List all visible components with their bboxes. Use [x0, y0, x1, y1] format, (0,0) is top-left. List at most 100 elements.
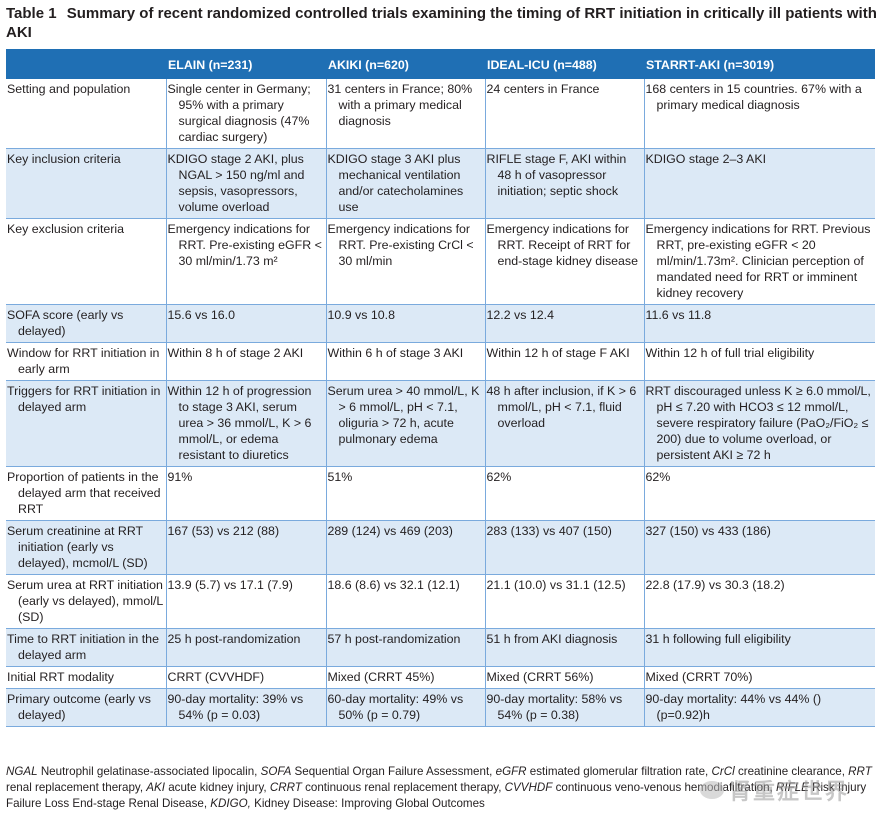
- footnote-abbr: CVVHDF: [504, 781, 553, 794]
- table-cell: 51 h from AKI diagnosis: [484, 628, 644, 667]
- footnote-def: Neutrophil gelatinase-associated lipocal…: [40, 765, 258, 778]
- table-cell: 62%: [484, 466, 644, 521]
- row-label: Serum urea at RRT initiation (early vs d…: [7, 578, 163, 624]
- table-cell: 24 centers in France: [484, 79, 644, 149]
- header-starrt-aki: STARRT-AKI (n=3019): [644, 49, 875, 79]
- row-label: Proportion of patients in the delayed ar…: [7, 470, 161, 516]
- footnote-abbr: RRT: [848, 765, 872, 778]
- footnote-abbr: SOFA: [260, 765, 292, 778]
- table-cell: KDIGO stage 3 AKI plus mechanical ventil…: [325, 148, 485, 219]
- row-label: Primary outcome (early vs delayed): [6, 688, 166, 727]
- table-caption: Table 1 Summary of recent randomized con…: [6, 4, 878, 42]
- table-cell: Single center in Germany; 95% with a pri…: [165, 79, 326, 149]
- table-row: Key exclusion criteria Emergency indicati…: [6, 218, 875, 305]
- table-row: Proportion of patients in the delayed ar…: [6, 466, 875, 521]
- header-blank: [6, 49, 166, 79]
- table-cell: RIFLE stage F, AKI within 48 h of vasopr…: [484, 148, 644, 219]
- table-cell: 10.9 vs 10.8: [325, 304, 485, 343]
- table-cell: Emergency indications for RRT. Receipt o…: [484, 218, 644, 305]
- table-cell: 13.9 (5.7) vs 17.1 (7.9): [165, 574, 326, 629]
- table-cell: 90-day mortality: 58% vs 54% (p = 0.38): [484, 688, 644, 727]
- header-akiki: AKIKI (n=620): [326, 49, 485, 79]
- table-cell: CRRT (CVVHDF): [165, 666, 326, 689]
- table-cell: Within 12 h of progression to stage 3 AK…: [165, 380, 326, 467]
- footnote-abbr: RIFLE: [776, 781, 809, 794]
- table-cell: 22.8 (17.9) vs 30.3 (18.2): [643, 574, 875, 629]
- footnote-def: continuous renal replacement therapy,: [305, 781, 502, 794]
- header-elain: ELAIN (n=231): [166, 49, 326, 79]
- table-cell: 90-day mortality: 44% vs 44% () (p=0.92)…: [643, 688, 875, 727]
- row-label: SOFA score (early vs delayed): [6, 304, 166, 343]
- footnote-abbr: eGFR: [495, 765, 527, 778]
- footnote-def: estimated glomerular filtration rate,: [529, 765, 709, 778]
- table-cell: Within 8 h of stage 2 AKI: [165, 342, 326, 381]
- footnote-abbr: CrCl: [711, 765, 735, 778]
- table-cell: 15.6 vs 16.0: [165, 304, 326, 343]
- table-cell: Emergency indications for RRT. Pre-exist…: [325, 218, 485, 305]
- footnote-abbr: CRRT: [269, 781, 302, 794]
- table-cell: 51%: [325, 466, 485, 521]
- table-cell: 31 h following full eligibility: [643, 628, 875, 667]
- table-cell: Within 6 h of stage 3 AKI: [325, 342, 485, 381]
- table-cell: 283 (133) vs 407 (150): [484, 520, 644, 575]
- wechat-icon: [700, 781, 724, 799]
- table-row: Key inclusion criteria KDIGO stage 2 AKI,…: [6, 148, 875, 219]
- table-cell: KDIGO stage 2 AKI, plus NGAL > 150 ng/ml…: [165, 148, 326, 219]
- row-label: Serum creatinine at RRT initiation (earl…: [6, 520, 166, 575]
- row-label: Window for RRT initiation in early arm: [7, 346, 160, 376]
- table-cell: 327 (150) vs 433 (186): [643, 520, 875, 575]
- table-cell: Within 12 h of stage F AKI: [484, 342, 644, 381]
- table-row: Triggers for RRT initiation in delayed a…: [6, 380, 875, 467]
- table-row: Initial RRT modality CRRT (CVVHDF) Mixed (…: [6, 666, 875, 689]
- watermark: 肾重症世界: [700, 773, 880, 807]
- footnote-def: creatinine clearance,: [737, 765, 845, 778]
- table-cell: Mixed (CRRT 45%): [325, 666, 485, 689]
- table-cell: Mixed (CRRT 56%): [484, 666, 644, 689]
- footnote-abbr: AKI: [146, 781, 165, 794]
- table-cell: 168 centers in 15 countries. 67% with a …: [643, 79, 875, 149]
- watermark-text: 肾重症世界: [729, 779, 850, 804]
- table-cell: 21.1 (10.0) vs 31.1 (12.5): [484, 574, 644, 629]
- table-cell: Emergency indications for RRT. Previous …: [643, 218, 875, 305]
- row-label: Initial RRT modality: [7, 670, 114, 684]
- table-title: Summary of recent randomized controlled …: [6, 5, 877, 41]
- table-row: Primary outcome (early vs delayed) 90-day…: [6, 688, 875, 727]
- table-cell: 167 (53) vs 212 (88): [165, 520, 326, 575]
- table-cell: 62%: [643, 466, 875, 521]
- header-ideal-icu: IDEAL-ICU (n=488): [485, 49, 644, 79]
- table-row: Window for RRT initiation in early arm Wi…: [6, 342, 875, 381]
- table-row: Time to RRT initiation in the delayed ar…: [6, 628, 875, 667]
- footnote-def: acute kidney injury,: [168, 781, 267, 794]
- table-cell: 60-day mortality: 49% vs 50% (p = 0.79): [325, 688, 485, 727]
- table-cell: 18.6 (8.6) vs 32.1 (12.1): [325, 574, 485, 629]
- footnote-def: renal replacement therapy,: [6, 781, 144, 794]
- table-cell: Serum urea > 40 mmol/L, K > 6 mmol/L, pH…: [325, 380, 485, 467]
- table-row: Serum urea at RRT initiation (early vs d…: [6, 574, 875, 629]
- table-row: Serum creatinine at RRT initiation (earl…: [6, 520, 875, 575]
- row-label: Time to RRT initiation in the delayed ar…: [6, 628, 166, 667]
- table-cell: RRT discouraged unless K ≥ 6.0 mmol/L, p…: [643, 380, 875, 467]
- table-cell: KDIGO stage 2–3 AKI: [643, 148, 875, 219]
- table-footnote: NGAL Neutrophil gelatinase-associated li…: [6, 764, 878, 812]
- row-label: Triggers for RRT initiation in delayed a…: [6, 380, 166, 467]
- table-cell: 31 centers in France; 80% with a primary…: [325, 79, 485, 149]
- table-header-row: ELAIN (n=231) AKIKI (n=620) IDEAL-ICU (n…: [6, 49, 875, 79]
- row-label: Setting and population: [7, 82, 131, 96]
- table-row: SOFA score (early vs delayed) 15.6 vs 16.…: [6, 304, 875, 343]
- row-label: Key inclusion criteria: [6, 148, 166, 219]
- footnote-abbr: KDIGO,: [210, 797, 251, 810]
- footnote-def: Risk Injury Failure Loss End-stage Renal…: [6, 781, 867, 810]
- table-cell: 57 h post-randomization: [325, 628, 485, 667]
- table-cell: 48 h after inclusion, if K > 6 mmol/L, p…: [484, 380, 644, 467]
- rrt-trials-table: ELAIN (n=231) AKIKI (n=620) IDEAL-ICU (n…: [6, 49, 875, 727]
- footnote-abbr: NGAL: [6, 765, 38, 778]
- table-cell: Within 12 h of full trial eligibility: [643, 342, 875, 381]
- table-row: Setting and population Single center in G…: [6, 79, 875, 149]
- table-cell: 289 (124) vs 469 (203): [325, 520, 485, 575]
- table-cell: 91%: [165, 466, 326, 521]
- row-label: Key exclusion criteria: [7, 222, 125, 236]
- table-number: Table 1: [6, 5, 57, 22]
- table-cell: 11.6 vs 11.8: [643, 304, 875, 343]
- table-cell: 90-day mortality: 39% vs 54% (p = 0.03): [165, 688, 326, 727]
- footnote-def: Sequential Organ Failure Assessment,: [294, 765, 493, 778]
